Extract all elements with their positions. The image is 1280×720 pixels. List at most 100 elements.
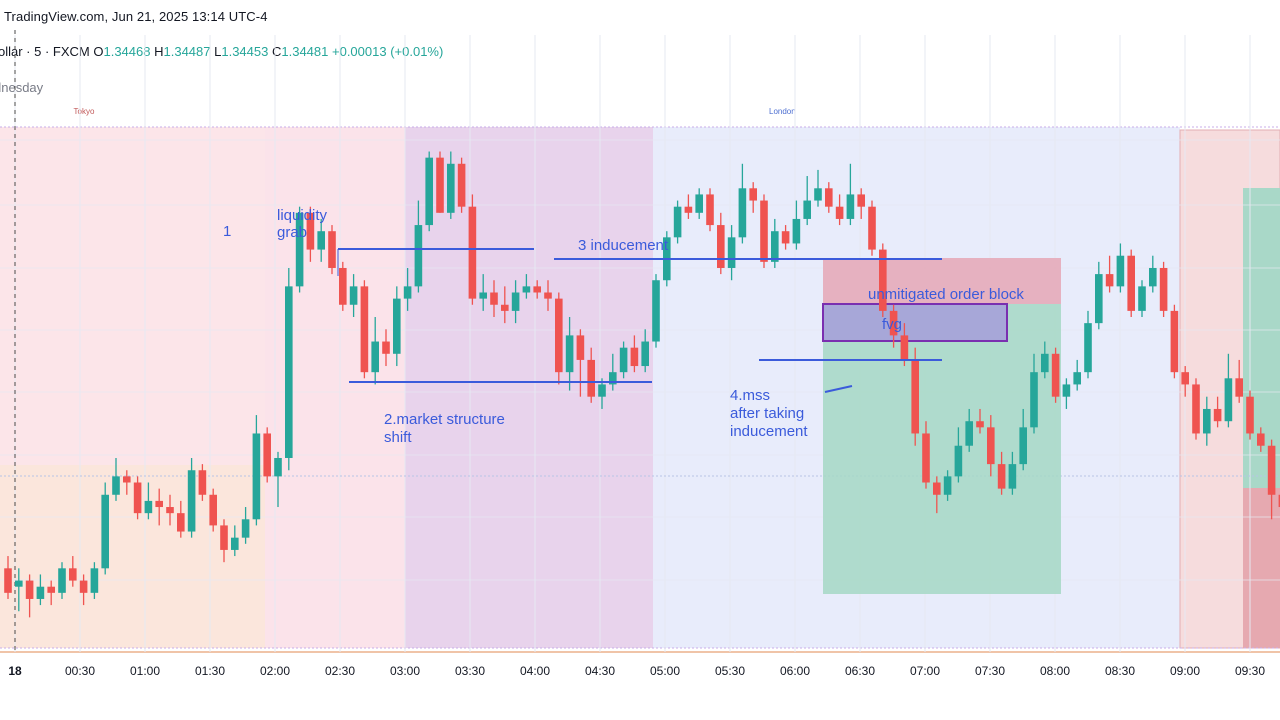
candle-body	[187, 470, 196, 532]
candle-body	[4, 568, 12, 593]
candle-body	[220, 525, 228, 550]
open-value: 1.34468	[103, 44, 151, 59]
candle-body	[673, 206, 682, 238]
candle-body	[1041, 353, 1049, 373]
x-tick-label: 07:00	[910, 664, 940, 678]
candle-body	[933, 482, 941, 495]
x-tick-label: 08:30	[1105, 664, 1135, 678]
candle-body	[976, 421, 984, 428]
candle-body	[112, 476, 120, 495]
x-tick-label: 18	[8, 664, 22, 678]
candle-body	[511, 292, 520, 311]
high-key: H	[154, 44, 164, 59]
x-tick-label: 03:30	[455, 664, 485, 678]
x-tick-label: 01:30	[195, 664, 225, 678]
candle-body	[1246, 396, 1254, 434]
candle-body	[879, 249, 887, 311]
candle-body	[857, 194, 865, 207]
candle-body	[695, 194, 703, 213]
candle-body	[1192, 384, 1200, 434]
candle-body	[922, 433, 930, 483]
fvg-box	[822, 303, 1008, 342]
annotation-zones	[822, 258, 1061, 594]
candle-body	[1213, 408, 1222, 422]
label-fvg: fvg	[882, 316, 902, 333]
candle-body	[771, 231, 779, 262]
session-label: Tokyo	[74, 107, 95, 116]
x-tick-label: 03:00	[390, 664, 420, 678]
change-value: +0.00013 (+0.01%)	[332, 44, 444, 59]
candle-body	[306, 212, 315, 250]
candle-body	[403, 286, 412, 299]
candle-body	[1181, 372, 1189, 385]
candle-body	[479, 292, 487, 299]
candle-body	[749, 188, 757, 201]
candles[interactable]	[4, 151, 1280, 618]
candle-body	[252, 433, 261, 520]
candle-body	[1159, 267, 1168, 311]
candle-body	[1051, 353, 1060, 397]
label-inducement-2: inducement	[730, 423, 808, 440]
x-tick-label: 05:30	[715, 664, 745, 678]
candle-body	[630, 347, 639, 367]
time-axis: 18 00:30 01:00 01:30 02:00 02:30 03:00 03:30 04:…	[8, 664, 1265, 678]
x-tick-label: 04:30	[585, 664, 615, 678]
candle-body	[609, 372, 617, 385]
candle-body	[144, 500, 153, 514]
candle-body	[198, 470, 207, 495]
candle-body	[382, 341, 390, 354]
candle-body	[317, 231, 325, 250]
candle-body	[177, 513, 185, 532]
candle-body	[425, 157, 433, 226]
high-value: 1.34487	[163, 44, 211, 59]
candle-body	[825, 188, 833, 207]
label-number-1: 1	[223, 223, 231, 240]
candle-body	[1095, 274, 1103, 324]
candle-body	[1030, 372, 1038, 428]
candle-body	[900, 335, 909, 360]
symbol-label: ollar · 5 · FXCM	[0, 44, 90, 59]
open-key: O	[93, 44, 104, 59]
close-value: 1.34481	[281, 44, 329, 59]
candle-body	[360, 286, 369, 373]
x-tick-label: 02:00	[260, 664, 290, 678]
candle-body	[15, 580, 23, 587]
candle-body	[263, 433, 271, 477]
candle-body	[587, 359, 595, 397]
candle-body	[1019, 427, 1027, 465]
candle-body	[641, 341, 649, 367]
candle-body	[231, 537, 239, 550]
candle-body	[1008, 464, 1017, 489]
chart-source-label: TradingView.com, Jun 21, 2025 13:14 UTC-…	[4, 9, 268, 24]
candle-body	[652, 280, 660, 342]
candle-body	[846, 194, 855, 219]
candle-body	[501, 304, 509, 311]
candle-body	[684, 206, 693, 213]
candle-body	[555, 298, 563, 373]
x-tick-label: 07:30	[975, 664, 1005, 678]
mss-pointer	[824, 385, 853, 393]
x-tick-label: 09:30	[1235, 664, 1265, 678]
label-after-taking: after taking	[730, 405, 804, 422]
candle-body	[576, 335, 585, 360]
candle-body	[544, 292, 552, 299]
candle-body	[371, 341, 379, 373]
candle-body	[393, 298, 401, 354]
label-shift: shift	[384, 429, 412, 446]
x-tick-label: 01:00	[130, 664, 160, 678]
candle-body	[123, 476, 131, 483]
candle-body	[133, 482, 142, 514]
candle-body	[1138, 286, 1146, 311]
asia-lower-bg	[0, 465, 265, 648]
label-liquidity: liquidity	[277, 207, 328, 224]
candle-body	[1235, 378, 1243, 397]
label-market-structure: 2.market structure	[384, 411, 505, 428]
x-tick-label: 09:00	[1170, 664, 1200, 678]
candle-body	[803, 200, 811, 219]
candle-body	[965, 421, 973, 446]
candle-body	[1116, 255, 1125, 287]
candle-body	[1149, 267, 1157, 287]
order-block-zone	[823, 258, 1061, 304]
candle-body	[274, 457, 282, 477]
